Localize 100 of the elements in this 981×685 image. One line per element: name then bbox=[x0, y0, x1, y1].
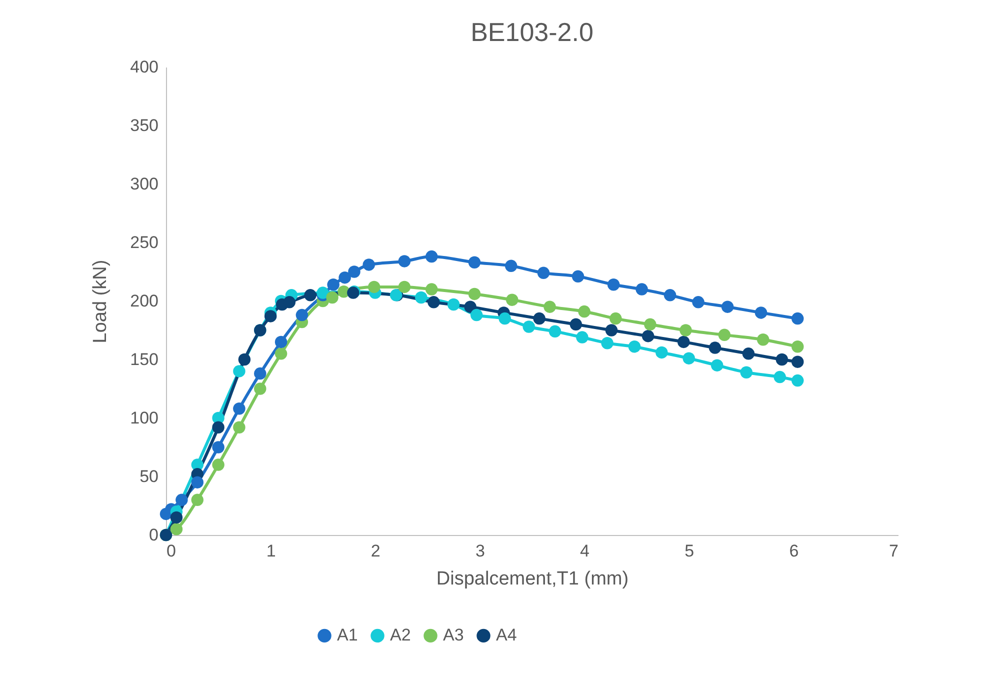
y-tick-label: 100 bbox=[130, 408, 158, 428]
x-tick-label: 4 bbox=[580, 542, 590, 560]
point bbox=[233, 421, 246, 434]
point bbox=[754, 306, 768, 319]
point bbox=[398, 255, 411, 268]
point bbox=[296, 308, 308, 322]
point bbox=[533, 312, 546, 325]
point bbox=[610, 312, 622, 325]
point bbox=[470, 308, 483, 322]
point bbox=[682, 352, 695, 364]
point bbox=[212, 458, 224, 471]
legend-label: A2 bbox=[390, 626, 411, 645]
point bbox=[327, 278, 340, 291]
point bbox=[776, 353, 788, 366]
y-axis-title: Load (kN) bbox=[90, 260, 112, 344]
point bbox=[425, 283, 438, 296]
point bbox=[791, 312, 804, 325]
point bbox=[576, 331, 588, 344]
point bbox=[710, 359, 724, 372]
point bbox=[498, 312, 511, 325]
point bbox=[791, 356, 804, 368]
x-tick-label: 2 bbox=[370, 542, 380, 560]
point bbox=[570, 318, 582, 331]
x-tick-label: 1 bbox=[266, 542, 276, 560]
point bbox=[212, 441, 224, 454]
point bbox=[425, 250, 438, 263]
point bbox=[415, 291, 428, 304]
point bbox=[264, 310, 277, 322]
point bbox=[368, 280, 380, 294]
point bbox=[742, 348, 755, 360]
point bbox=[605, 324, 618, 336]
x-axis-title: Dispalcement,T1 (mm) bbox=[436, 568, 629, 590]
y-tick-label: 250 bbox=[130, 233, 158, 252]
point bbox=[664, 289, 676, 302]
y-tick-label: 200 bbox=[130, 292, 158, 310]
point bbox=[656, 346, 668, 359]
point bbox=[447, 298, 460, 311]
y-tick-label: 150 bbox=[130, 350, 158, 369]
point bbox=[708, 342, 722, 354]
x-tick-label: 0 bbox=[166, 542, 176, 560]
point bbox=[316, 286, 329, 299]
point bbox=[283, 296, 296, 308]
point bbox=[170, 523, 183, 536]
point bbox=[680, 324, 692, 336]
y-tick-label: 50 bbox=[140, 467, 158, 486]
point bbox=[537, 266, 550, 280]
point bbox=[362, 258, 375, 271]
legend-label: A4 bbox=[496, 626, 517, 645]
point bbox=[191, 494, 204, 506]
y-tick-label: 400 bbox=[130, 58, 158, 76]
point bbox=[791, 340, 804, 353]
point bbox=[740, 366, 752, 378]
point bbox=[506, 294, 518, 306]
point bbox=[468, 256, 481, 268]
point bbox=[468, 288, 481, 300]
point bbox=[464, 300, 476, 313]
point bbox=[504, 260, 518, 272]
point bbox=[428, 296, 440, 308]
x-tick-label: 6 bbox=[789, 542, 799, 560]
point bbox=[642, 330, 654, 342]
point bbox=[548, 325, 562, 338]
point bbox=[274, 336, 288, 348]
point bbox=[398, 280, 411, 294]
point bbox=[233, 365, 246, 378]
point bbox=[644, 318, 656, 331]
point bbox=[578, 305, 590, 318]
x-tick-label: 7 bbox=[889, 542, 898, 560]
point bbox=[692, 296, 704, 308]
x-tick-label: 3 bbox=[475, 542, 485, 560]
y-tick-label: 300 bbox=[130, 174, 158, 194]
y-tick-label: 350 bbox=[130, 116, 158, 135]
point bbox=[718, 328, 731, 342]
point bbox=[607, 278, 620, 291]
point bbox=[170, 511, 183, 524]
legend-label: A3 bbox=[443, 626, 464, 645]
point bbox=[274, 348, 288, 360]
point bbox=[238, 353, 251, 366]
point bbox=[636, 283, 648, 296]
point bbox=[544, 300, 556, 313]
y-tick-label: 0 bbox=[149, 526, 158, 544]
point bbox=[791, 374, 804, 387]
point bbox=[254, 382, 266, 395]
point bbox=[678, 336, 690, 348]
point bbox=[254, 367, 266, 380]
x-tick-label: 5 bbox=[684, 542, 694, 560]
point bbox=[572, 270, 584, 283]
point bbox=[756, 334, 770, 346]
point bbox=[348, 266, 360, 278]
chart-title: BE103-2.0 bbox=[470, 17, 594, 47]
point bbox=[721, 300, 734, 313]
legend-label: A1 bbox=[337, 626, 358, 645]
point bbox=[212, 421, 224, 434]
point bbox=[191, 476, 204, 488]
point bbox=[774, 370, 786, 384]
point bbox=[522, 320, 535, 333]
point bbox=[601, 337, 614, 350]
point bbox=[338, 271, 351, 284]
point bbox=[326, 291, 338, 304]
point bbox=[628, 340, 641, 353]
point bbox=[233, 402, 246, 415]
